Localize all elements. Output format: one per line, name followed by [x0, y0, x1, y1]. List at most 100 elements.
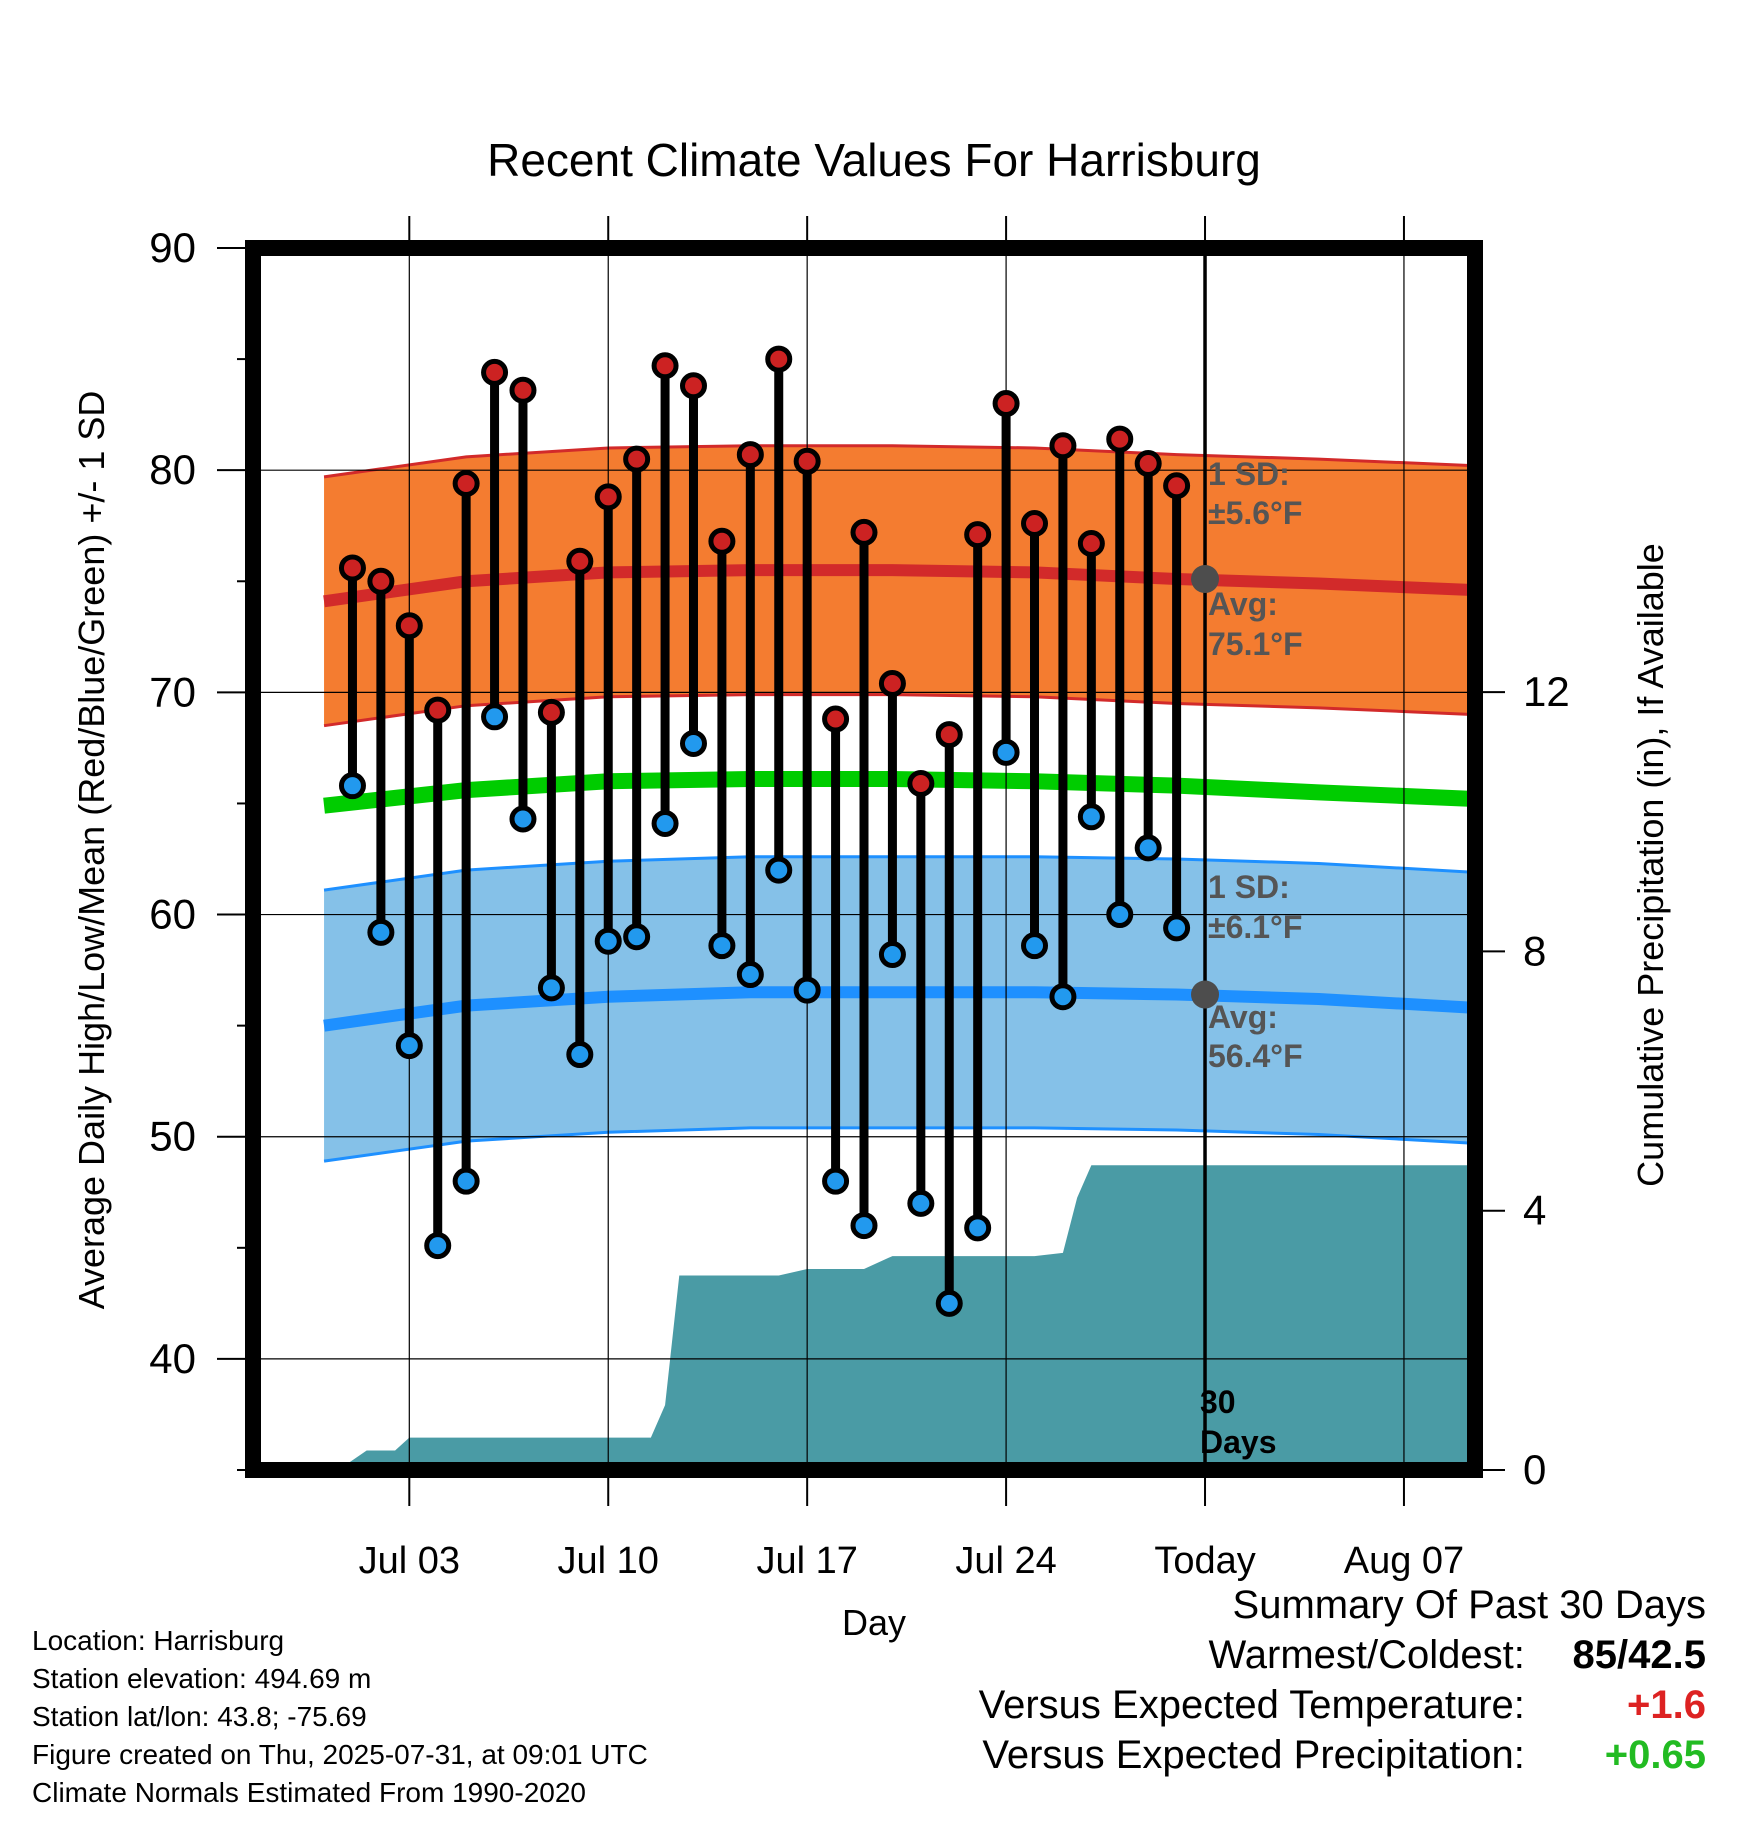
high-sd-value: ±5.6°F [1208, 495, 1302, 531]
low-point [1049, 983, 1077, 1011]
y-tick-label: 50 [149, 1113, 196, 1160]
high-point [509, 376, 537, 404]
high-point [878, 669, 906, 697]
high-point [765, 345, 793, 373]
high-normal-band-upper-edge [323, 444, 1476, 479]
low-point [509, 805, 537, 833]
days-label-line1: 30 [1200, 1384, 1236, 1420]
warmest-coldest-value: 85/42.5 [1572, 1633, 1706, 1677]
days-label-line2: Days [1200, 1424, 1277, 1460]
y2-tick-label: 0 [1523, 1446, 1546, 1493]
low-point [935, 1289, 963, 1317]
high-point [992, 390, 1020, 418]
high-point [452, 470, 480, 498]
low-point [822, 1167, 850, 1195]
high-point [679, 372, 707, 400]
high-point [822, 705, 850, 733]
axis-labels: Day Average Daily High/Low/Mean (Red/Blu… [71, 224, 1671, 1643]
plot-frame [245, 240, 1483, 1478]
low-point [878, 941, 906, 969]
x-tick-label: Today [1154, 1540, 1255, 1582]
summary-panel: Summary Of Past 30 Days Warmest/Coldest:… [979, 1580, 1706, 1780]
high-point [367, 567, 395, 595]
high-normal-line [323, 564, 1476, 608]
low-point [708, 932, 736, 960]
warmest-coldest-label: Warmest/Coldest: [1208, 1633, 1525, 1677]
low-point [395, 1032, 423, 1060]
y-axis-label: Average Daily High/Low/Mean (Red/Blue/Gr… [71, 391, 112, 1310]
low-point [594, 927, 622, 955]
high-point [793, 447, 821, 475]
high-point [935, 721, 963, 749]
low-point [736, 961, 764, 989]
y2-tick-label: 8 [1523, 927, 1546, 974]
x-tick-label: Aug 07 [1344, 1540, 1464, 1582]
high-point [481, 358, 509, 386]
x-tick-label: Jul 24 [955, 1540, 1056, 1582]
high-point [537, 698, 565, 726]
location-text: Location: Harrisburg [32, 1625, 285, 1656]
high-point [338, 554, 366, 582]
low-point [793, 976, 821, 1004]
x-tick-label: Jul 17 [756, 1540, 857, 1582]
low-point [566, 1041, 594, 1069]
x-axis-label: Day [842, 1602, 906, 1643]
low-sd-label: 1 SD: [1208, 869, 1290, 905]
high-point [708, 527, 736, 555]
y-tick-label: 60 [149, 891, 196, 938]
low-point [907, 1189, 935, 1217]
low-point [623, 923, 651, 951]
station-info: Location: Harrisburg Station elevation: … [32, 1622, 648, 1812]
low-point [1077, 803, 1105, 831]
low-point [367, 918, 395, 946]
high-point [395, 612, 423, 640]
high-point [964, 521, 992, 549]
plot-area [217, 216, 1505, 1506]
low-point [651, 809, 679, 837]
high-point [1134, 450, 1162, 478]
x-tick-label: Jul 10 [558, 1540, 659, 1582]
y-tick-label: 80 [149, 446, 196, 493]
low-point [992, 738, 1020, 766]
low-avg-label: Avg: [1208, 999, 1278, 1035]
mean-normal-line [323, 771, 1476, 814]
latlon-text: Station lat/lon: 43.8; -75.69 [32, 1701, 367, 1732]
y-tick-label: 40 [149, 1335, 196, 1382]
high-point [651, 352, 679, 380]
low-point [452, 1167, 480, 1195]
high-point [1049, 432, 1077, 460]
high-point [566, 547, 594, 575]
y2-axis-label: Cumulative Precipitation (in), If Availa… [1630, 543, 1671, 1187]
precipitation-area [253, 1165, 1475, 1470]
high-avg-label: Avg: [1208, 586, 1278, 622]
low-point [765, 856, 793, 884]
low-point [1134, 834, 1162, 862]
annotations: 1 SD: ±5.6°F Avg: 75.1°F 1 SD: ±6.1°F Av… [1200, 456, 1303, 1460]
high-point [424, 696, 452, 724]
elevation-text: Station elevation: 494.69 m [32, 1663, 372, 1694]
summary-temperature: Versus Expected Temperature: +1.6 [979, 1680, 1706, 1730]
precip-value: +0.65 [1604, 1733, 1706, 1777]
today-low-avg-marker [1191, 980, 1220, 1009]
high-point [594, 483, 622, 511]
summary-precipitation: Versus Expected Precipitation: +0.65 [979, 1730, 1706, 1780]
low-point [481, 703, 509, 731]
high-point [850, 518, 878, 546]
chart-title: Recent Climate Values For Harrisburg [487, 134, 1261, 186]
y2-tick-label: 12 [1523, 668, 1570, 715]
high-point [907, 769, 935, 797]
low-point [1106, 901, 1134, 929]
low-normal-band-lower-edge [323, 1126, 1476, 1163]
high-sd-label: 1 SD: [1208, 456, 1290, 492]
low-avg-value: 56.4°F [1208, 1038, 1303, 1074]
low-point [424, 1232, 452, 1260]
summary-heading: Summary Of Past 30 Days [1232, 1583, 1706, 1627]
y2-tick-label: 4 [1523, 1187, 1546, 1234]
normals-text: Climate Normals Estimated From 1990-2020 [32, 1777, 586, 1808]
high-avg-value: 75.1°F [1208, 626, 1303, 662]
high-point [623, 445, 651, 473]
low-point [338, 772, 366, 800]
created-text: Figure created on Thu, 2025-07-31, at 09… [32, 1739, 648, 1770]
y-tick-label: 70 [149, 668, 196, 715]
